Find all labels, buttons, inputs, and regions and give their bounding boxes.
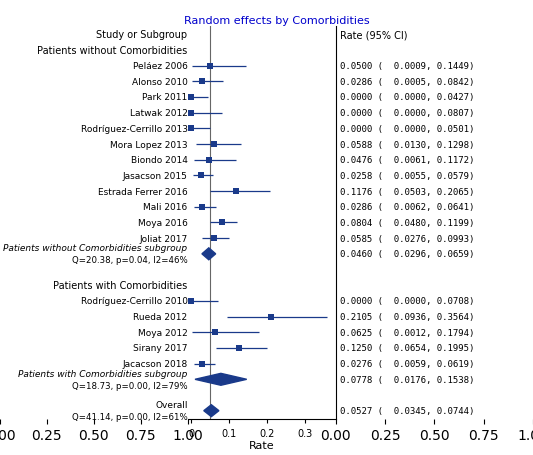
Text: 0.0258 (  0.0055, 0.0579): 0.0258 ( 0.0055, 0.0579)	[340, 172, 474, 181]
Text: Study or Subgroup: Study or Subgroup	[96, 30, 188, 40]
Text: Park 2011: Park 2011	[142, 93, 188, 102]
Text: 0.0527 (  0.0345, 0.0744): 0.0527 ( 0.0345, 0.0744)	[340, 406, 474, 415]
Text: Q=18.73, p=0.00, I2=79%: Q=18.73, p=0.00, I2=79%	[72, 381, 188, 390]
Text: 0.0500 (  0.0009, 0.1449): 0.0500 ( 0.0009, 0.1449)	[340, 62, 474, 71]
Text: Jacacson 2018: Jacacson 2018	[122, 359, 188, 368]
Text: Patients without Comorbidities subgroup: Patients without Comorbidities subgroup	[3, 244, 188, 253]
Text: 0.0460 (  0.0296, 0.0659): 0.0460 ( 0.0296, 0.0659)	[340, 250, 474, 259]
Text: Moya 2012: Moya 2012	[138, 328, 188, 337]
Text: 0.0778 (  0.0176, 0.1538): 0.0778 ( 0.0176, 0.1538)	[340, 375, 474, 384]
Text: Latwak 2012: Latwak 2012	[130, 109, 188, 118]
Text: 0.0804 (  0.0480, 0.1199): 0.0804 ( 0.0480, 0.1199)	[340, 218, 474, 228]
Text: 0.0000 (  0.0000, 0.0807): 0.0000 ( 0.0000, 0.0807)	[340, 109, 474, 118]
Text: 0.2105 (  0.0936, 0.3564): 0.2105 ( 0.0936, 0.3564)	[340, 313, 474, 321]
Text: Rodríguez-Cerrillo 2010: Rodríguez-Cerrillo 2010	[80, 297, 188, 306]
Polygon shape	[202, 248, 216, 260]
Text: 0.1176 (  0.0503, 0.2065): 0.1176 ( 0.0503, 0.2065)	[340, 187, 474, 196]
Text: Rodríguez-Cerrillo 2013: Rodríguez-Cerrillo 2013	[80, 125, 188, 133]
Text: Q=20.38, p=0.04, I2=46%: Q=20.38, p=0.04, I2=46%	[72, 256, 188, 265]
Text: 0.0588 (  0.0130, 0.1298): 0.0588 ( 0.0130, 0.1298)	[340, 140, 474, 149]
Text: 0.0476 (  0.0061, 0.1172): 0.0476 ( 0.0061, 0.1172)	[340, 156, 474, 165]
Text: Jasacson 2015: Jasacson 2015	[123, 172, 188, 181]
Text: Joliat 2017: Joliat 2017	[139, 234, 188, 243]
Text: Estrada Ferrer 2016: Estrada Ferrer 2016	[98, 187, 188, 196]
Text: Patients without Comorbidities: Patients without Comorbidities	[37, 46, 188, 56]
Text: Patients with Comorbidities subgroup: Patients with Comorbidities subgroup	[18, 369, 188, 378]
Text: Mali 2016: Mali 2016	[143, 203, 188, 212]
Text: 0.0276 (  0.0059, 0.0619): 0.0276 ( 0.0059, 0.0619)	[340, 359, 474, 368]
Text: 0.0286 (  0.0062, 0.0641): 0.0286 ( 0.0062, 0.0641)	[340, 203, 474, 212]
Text: Biondo 2014: Biondo 2014	[131, 156, 188, 165]
Text: Patients with Comorbidities: Patients with Comorbidities	[53, 281, 188, 291]
Polygon shape	[204, 405, 219, 417]
Text: Rueda 2012: Rueda 2012	[133, 313, 188, 321]
Text: Q=41.14, p=0.00, I2=61%: Q=41.14, p=0.00, I2=61%	[72, 412, 188, 421]
Text: Alonso 2010: Alonso 2010	[132, 78, 188, 86]
Text: 0.0585 (  0.0276, 0.0993): 0.0585 ( 0.0276, 0.0993)	[340, 234, 474, 243]
Text: Sirany 2017: Sirany 2017	[133, 344, 188, 353]
Text: Overall: Overall	[155, 400, 188, 410]
Text: Peláez 2006: Peláez 2006	[133, 62, 188, 71]
Text: 0.1250 (  0.0654, 0.1995): 0.1250 ( 0.0654, 0.1995)	[340, 344, 474, 353]
Text: Mora Lopez 2013: Mora Lopez 2013	[110, 140, 188, 149]
Text: Rate (95% CI): Rate (95% CI)	[340, 30, 407, 40]
Text: Moya 2016: Moya 2016	[138, 218, 188, 228]
Text: 0.0000 (  0.0000, 0.0501): 0.0000 ( 0.0000, 0.0501)	[340, 125, 474, 133]
Text: 0.0000 (  0.0000, 0.0427): 0.0000 ( 0.0000, 0.0427)	[340, 93, 474, 102]
Text: 0.0286 (  0.0005, 0.0842): 0.0286 ( 0.0005, 0.0842)	[340, 78, 474, 86]
Polygon shape	[195, 374, 247, 385]
Text: Random effects by Comorbidities: Random effects by Comorbidities	[184, 16, 370, 26]
Text: 0.0000 (  0.0000, 0.0708): 0.0000 ( 0.0000, 0.0708)	[340, 297, 474, 306]
X-axis label: Rate: Rate	[249, 440, 274, 450]
Text: 0.0625 (  0.0012, 0.1794): 0.0625 ( 0.0012, 0.1794)	[340, 328, 474, 337]
